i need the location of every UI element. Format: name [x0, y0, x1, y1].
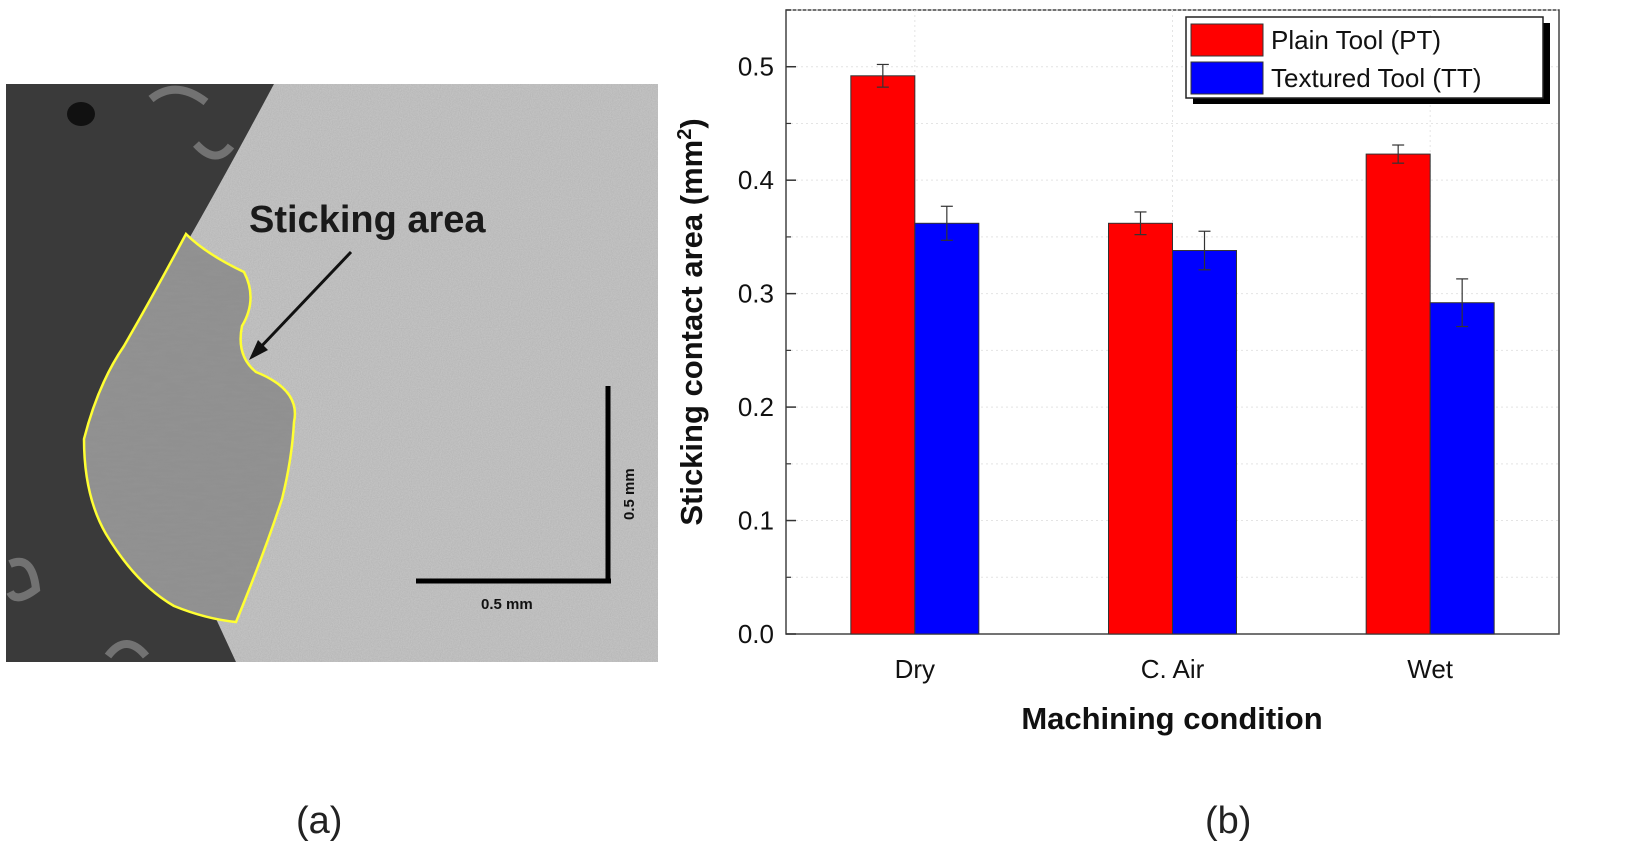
bar-plain-tool	[850, 75, 916, 635]
y-tick-label: 0.0	[738, 619, 774, 649]
y-tick-label: 0.1	[738, 506, 774, 536]
micrograph-pit	[67, 102, 95, 126]
error-bars	[876, 63, 1469, 328]
bar-textured-tool	[1429, 302, 1495, 635]
x-tick-label: C. Air	[1141, 654, 1205, 684]
bar-plain-tool	[1365, 153, 1431, 635]
y-axis-title: Sticking contact area (mm2)	[674, 118, 709, 525]
bar-plain-tool	[1108, 222, 1173, 635]
sticking-area-arrowhead	[249, 340, 268, 360]
y-tick-label: 0.2	[738, 392, 774, 422]
bar-textured-tool	[1172, 250, 1237, 635]
legend-swatch-textured-tool	[1190, 61, 1264, 95]
legend-label-plain-tool: Plain Tool (PT)	[1271, 25, 1441, 55]
bar-series	[850, 75, 1495, 635]
legend-label-textured-tool: Textured Tool (TT)	[1271, 63, 1481, 93]
panel-b-caption: (b)	[1205, 800, 1252, 842]
legend: Plain Tool (PT) Textured Tool (TT)	[1185, 16, 1550, 104]
y-axis-title-main: Sticking contact area (mm	[674, 140, 709, 526]
panel-a-caption: (a)	[296, 800, 343, 842]
micrograph-image: Sticking area 0.5 mm 0.5 mm	[6, 84, 658, 662]
x-tick-labels: Dry C. Air Wet	[895, 654, 1454, 684]
sticking-area-arrow	[254, 250, 353, 354]
y-axis-title-superscript: 2	[674, 129, 696, 140]
x-tick-label: Wet	[1407, 654, 1454, 684]
legend-swatch-plain-tool	[1190, 23, 1264, 57]
y-tick-label: 0.5	[738, 52, 774, 82]
scale-bar-horizontal-label: 0.5 mm	[481, 596, 533, 613]
sticking-area-label: Sticking area	[249, 199, 486, 241]
bar-textured-tool	[914, 222, 980, 635]
sticking-region-outline	[82, 231, 297, 624]
y-tick-labels: 0.0 0.1 0.2 0.3 0.4 0.5	[738, 52, 774, 649]
scale-bar-vertical-label: 0.5 mm	[621, 468, 638, 520]
x-axis-title: Machining condition	[1021, 701, 1322, 736]
x-tick-label: Dry	[895, 654, 935, 684]
y-tick-label: 0.4	[738, 165, 774, 195]
y-tick-label: 0.3	[738, 279, 774, 309]
background-texture-spots	[6, 85, 235, 659]
y-axis-title-end: )	[674, 118, 709, 128]
